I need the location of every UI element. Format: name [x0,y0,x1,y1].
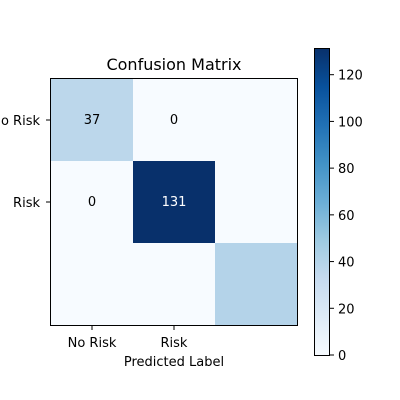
colorbar-tick-label-2: 40 [338,256,355,271]
cell-value-label-r1-c0: 0 [88,195,96,210]
heatmap-cells [51,79,297,325]
y-axis-ticks: No Risk Risk [0,114,50,211]
colorbar [314,48,330,356]
colorbar-tick-label-5: 100 [338,115,363,130]
cell-value-label-r0-c0: 37 [84,113,101,128]
colorbar-tick-label-6: 120 [338,69,363,84]
heatmap-cell-r0-c0 [51,79,133,161]
y-tick-label-1: Risk [13,196,40,211]
heatmap-cell-r1-c2 [215,161,297,243]
colorbar-tick-label-3: 60 [338,209,355,224]
heatmap-cell-r0-c1 [133,79,215,161]
colorbar-tick-label-0: 0 [338,349,346,364]
colorbar-tick-label-1: 20 [338,302,355,317]
heatmap-cell-r1-c1 [133,161,215,243]
heatmap-cell-r2-c0 [51,243,133,325]
chart-title: Confusion Matrix [106,55,241,74]
colorbar-tick-label-4: 80 [338,162,355,177]
colorbar-ticks: 0 20 40 60 80 100 120 [330,69,363,364]
cell-value-label-r1-c1: 131 [162,195,187,210]
heatmap-cell-r1-c0 [51,161,133,243]
heatmap-cell-labels: 37 0 0 131 [84,113,187,210]
y-tick-label-0: No Risk [0,114,40,129]
heatmap-cell-r2-c2 [215,243,297,325]
x-tick-label-0: No Risk [68,336,117,351]
x-tick-label-1: Risk [161,336,188,351]
heatmap-cell-r2-c1 [133,243,215,325]
plot-frame [50,78,298,326]
x-axis-label: Predicted Label [124,355,224,370]
heatmap-cell-r0-c2 [215,79,297,161]
x-axis-ticks: No Risk Risk [68,326,188,351]
cell-value-label-r0-c1: 0 [170,113,178,128]
